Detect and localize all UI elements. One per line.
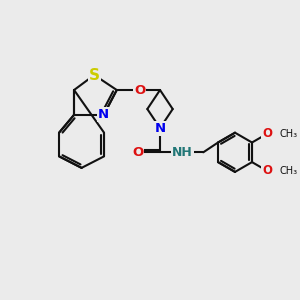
- Text: O: O: [262, 164, 272, 177]
- Text: CH₃: CH₃: [279, 166, 297, 176]
- Text: O: O: [134, 83, 146, 97]
- Text: CH₃: CH₃: [279, 129, 297, 139]
- Text: S: S: [89, 68, 100, 82]
- Text: N: N: [98, 108, 109, 121]
- Text: O: O: [132, 146, 143, 159]
- Text: N: N: [154, 122, 166, 135]
- Text: O: O: [262, 127, 272, 140]
- Text: NH: NH: [172, 146, 193, 159]
